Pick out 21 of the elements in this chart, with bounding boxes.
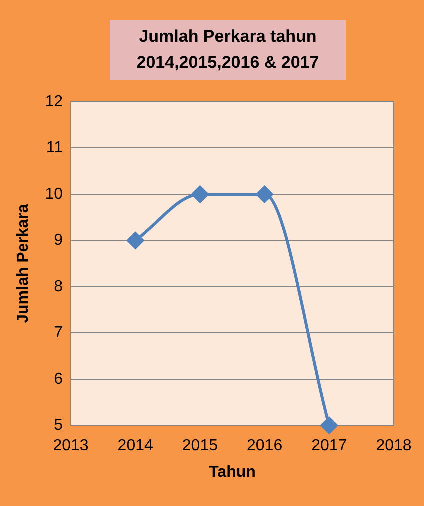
y-axis-title: Jumlah Perkara	[15, 204, 32, 324]
y-tick-label: 5	[54, 417, 64, 434]
y-tick-label: 12	[45, 93, 64, 110]
y-tick-label: 10	[45, 186, 64, 203]
x-tick-label: 2018	[376, 438, 412, 455]
x-tick-label: 2016	[247, 438, 283, 455]
x-tick-label: 2015	[182, 438, 218, 455]
y-tick-label: 9	[54, 232, 64, 250]
x-tick-label: 2017	[312, 438, 348, 455]
x-tick-label: 2014	[118, 438, 154, 455]
point	[192, 186, 209, 203]
point	[256, 186, 274, 203]
point	[320, 417, 338, 434]
chart-title: Jumlah Perkara tahun 2014,2015,2016 & 2017	[110, 20, 346, 80]
x-axis-title: Tahun	[209, 464, 256, 481]
y-tick-label: 7	[54, 324, 64, 342]
x-tick-label: 2013	[53, 438, 89, 455]
point	[127, 232, 144, 250]
y-tick-label: 8	[54, 278, 64, 296]
y-tick-label: 11	[46, 140, 64, 157]
y-tick-label: 6	[54, 370, 64, 388]
